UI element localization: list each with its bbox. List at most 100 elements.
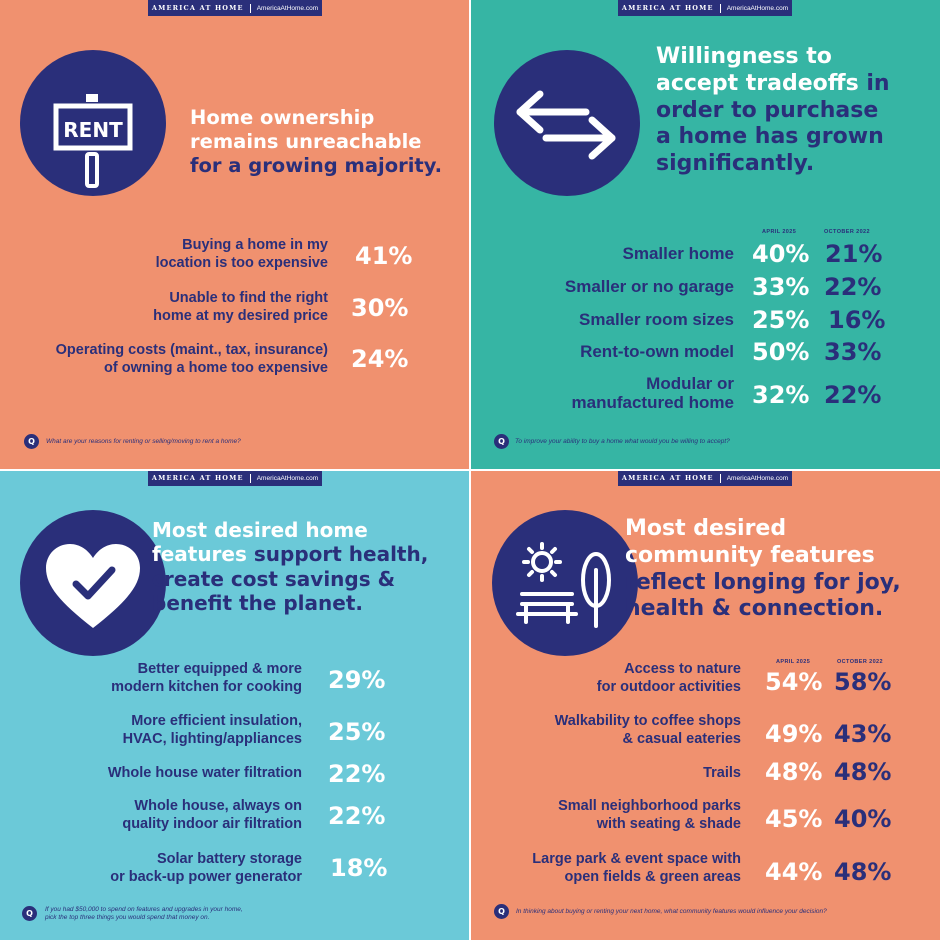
question-badge: Q: [494, 904, 509, 919]
headline-line-3: order to purchase: [656, 97, 879, 123]
community-feature-label: Trails: [703, 765, 741, 781]
brand-name: AMERICA AT HOME: [151, 474, 244, 482]
brand-tab: AMERICA AT HOME AmericaAtHome.com: [148, 470, 322, 486]
panel-tradeoffs: AMERICA AT HOME AmericaAtHome.com Willin…: [470, 0, 940, 470]
community-percent-october-2022: 58%: [834, 668, 892, 696]
tradeoff-label: Modular or manufactured home: [571, 374, 734, 413]
question-badge: Q: [494, 434, 509, 449]
tradeoff-label: Smaller or no garage: [564, 277, 734, 296]
brand-url: AmericaAtHome.com: [256, 4, 319, 12]
panel-divider-horizontal: [0, 469, 940, 471]
headline-line-5: significantly.: [656, 151, 815, 177]
headline: Willingness to accept tradeoffs in order…: [656, 44, 890, 178]
brand-separator: [719, 473, 721, 483]
brand-url: AmericaAtHome.com: [256, 474, 319, 482]
brand-tab: AMERICA AT HOME AmericaAtHome.com: [618, 0, 792, 16]
brand-url: AmericaAtHome.com: [726, 474, 789, 482]
reason-label: Operating costs (maint., tax, insurance)…: [55, 342, 328, 377]
question-badge: Q: [22, 906, 37, 921]
brand-url: AmericaAtHome.com: [726, 4, 789, 12]
survey-question: If you had $50,000 to spend on features …: [45, 906, 243, 922]
tradeoff-label: Smaller home: [622, 244, 735, 263]
brand-tab: AMERICA AT HOME AmericaAtHome.com: [618, 470, 792, 486]
community-feature-label: Access to nature for outdoor activities: [596, 661, 741, 696]
tradeoff-percent-april-2025: 33%: [752, 273, 810, 301]
feature-label: Better equipped & more modern kitchen for…: [111, 661, 302, 696]
tradeoff-percent-october-2022: 22%: [824, 273, 882, 301]
community-percent-april-2025: 45%: [765, 805, 823, 833]
feature-label: Whole house water filtration: [107, 765, 302, 781]
sign-text: RENT: [63, 118, 123, 142]
tradeoff-percent-april-2025: 25%: [752, 306, 810, 334]
community-percent-april-2025: 49%: [765, 720, 823, 748]
column-header-april-2025: APRIL 2025: [776, 659, 811, 665]
brand-separator: [249, 473, 251, 483]
headline-line-3: for a growing majority.: [190, 153, 443, 177]
headline-line-4: a home has grown: [656, 124, 884, 150]
reason-label: Unable to find the right home at my desir…: [153, 290, 328, 325]
headline-line-1: Home ownership: [190, 106, 375, 129]
survey-question: What are your reasons for renting or sel…: [46, 438, 241, 445]
headline-line-2: accept tradeoffs in: [656, 70, 890, 96]
tradeoff-label: Smaller room sizes: [579, 310, 734, 329]
community-percent-october-2022: 48%: [834, 758, 892, 786]
community-percent-april-2025: 44%: [765, 858, 823, 886]
reason-percent: 30%: [351, 294, 409, 322]
heart-check-icon: [20, 510, 166, 656]
community-percent-april-2025: 48%: [765, 758, 823, 786]
tradeoff-percent-october-2022: 33%: [824, 338, 882, 366]
column-header-october-2022: OCTOBER 2022: [837, 659, 883, 665]
tradeoff-percent-april-2025: 40%: [752, 240, 810, 268]
headline-line-1: Willingness to: [656, 44, 832, 69]
feature-label: More efficient insulation, HVAC, lighting…: [122, 713, 302, 748]
column-header-october-2022: OCTOBER 2022: [824, 229, 870, 235]
tradeoff-percent-april-2025: 50%: [752, 338, 810, 366]
community-percent-october-2022: 40%: [834, 805, 892, 833]
feature-label: Whole house, always on quality indoor air…: [122, 798, 302, 833]
reason-percent: 24%: [351, 345, 409, 373]
community-feature-label: Walkability to coffee shops & casual eate…: [554, 713, 741, 748]
brand-separator: [719, 3, 721, 13]
brand-tab: AMERICA AT HOME AmericaAtHome.com: [148, 0, 322, 16]
survey-question: In thinking about buying or renting your…: [516, 908, 827, 915]
headline-line-2: remains unreachable: [190, 129, 422, 153]
feature-percent: 22%: [328, 802, 386, 830]
column-header-april-2025: APRIL 2025: [762, 229, 797, 235]
tradeoff-label: Rent-to-own model: [580, 342, 734, 361]
headline: Most desired home features support healt…: [152, 518, 428, 616]
community-feature-label: Large park & event space with open fields…: [532, 851, 741, 886]
tradeoff-percent-october-2022: 21%: [825, 240, 883, 268]
feature-percent: 22%: [328, 760, 386, 788]
headline-line-2: features support health,: [152, 542, 429, 567]
headline-line-4: health & connection.: [625, 596, 884, 622]
community-percent-october-2022: 43%: [834, 720, 892, 748]
question-badge: Q: [24, 434, 39, 449]
community-feature-label: Small neighborhood parks with seating & s…: [558, 798, 741, 833]
tradeoff-percent-october-2022: 16%: [828, 306, 886, 334]
tradeoff-percent-april-2025: 32%: [752, 381, 810, 409]
headline-line-2: community features: [625, 542, 875, 568]
brand-name: AMERICA AT HOME: [151, 4, 244, 12]
swap-arrows-icon: [494, 50, 640, 196]
headline: Home ownership remains unreachable for a…: [190, 106, 442, 177]
feature-label: Solar battery storage or back-up power ge…: [110, 851, 302, 886]
panel-community-features: AMERICA AT HOME AmericaAtHome.com: [470, 470, 940, 940]
tradeoff-percent-october-2022: 22%: [824, 381, 882, 409]
headline-line-3: reflect longing for joy,: [625, 569, 901, 595]
community-percent-april-2025: 54%: [765, 668, 823, 696]
headline-line-4: benefit the planet.: [152, 591, 363, 616]
feature-percent: 18%: [330, 854, 388, 882]
brand-name: AMERICA AT HOME: [621, 474, 714, 482]
park-bench-sun-tree-icon: [492, 510, 638, 656]
headline-line-1: Most desired: [625, 516, 787, 541]
headline: Most desired community features reflect …: [625, 516, 901, 623]
brand-separator: [249, 3, 251, 13]
feature-percent: 29%: [328, 666, 386, 694]
headline-line-1: Most desired home: [152, 518, 368, 542]
panel-home-ownership: AMERICA AT HOME AmericaAtHome.com RENT H…: [0, 0, 470, 470]
reason-percent: 41%: [355, 242, 413, 270]
panel-home-features: AMERICA AT HOME AmericaAtHome.com Most d…: [0, 470, 470, 940]
rent-sign-icon: RENT: [20, 50, 166, 196]
brand-name: AMERICA AT HOME: [621, 4, 714, 12]
